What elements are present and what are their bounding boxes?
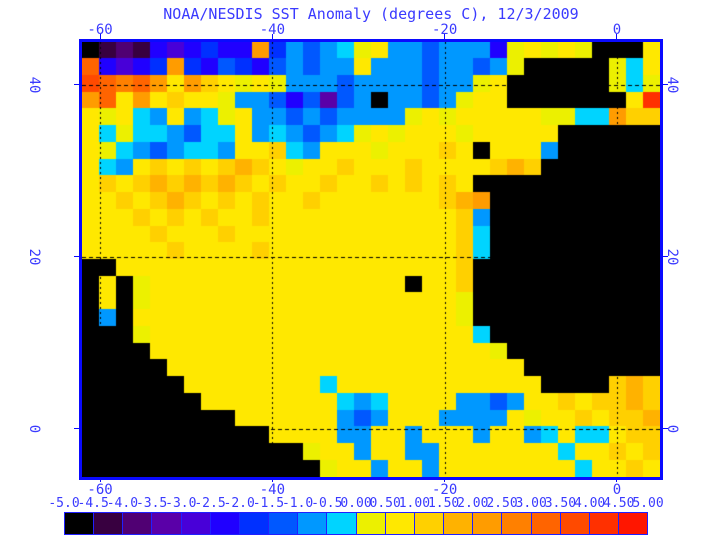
sst-heatmap-canvas [82, 42, 660, 477]
map-plot-area [79, 39, 663, 480]
colorbar-tick-label: 2.00 [457, 496, 489, 511]
colorbar-tick-label: -4.0 [106, 496, 139, 511]
colorbar-tick-label: -5.0 [48, 496, 80, 511]
colorbar-segment [588, 513, 618, 534]
colorbar-segment [209, 513, 239, 534]
lat-tick-mark-left [74, 428, 79, 430]
colorbar-segment [122, 513, 152, 534]
lon-tick-label-top: -40 [259, 22, 286, 38]
colorbar-segment [180, 513, 210, 534]
colorbar-segment [238, 513, 269, 534]
lon-tick-mark-bottom [444, 477, 446, 482]
colorbar-segment [559, 513, 589, 534]
lon-tick-mark-top [271, 34, 273, 39]
lon-tick-label-bottom: 0 [612, 482, 622, 498]
colorbar-tick-label: 5.00 [632, 496, 664, 511]
colorbar-tick-label: 0.50 [369, 496, 401, 511]
lat-tick-mark-left [74, 256, 79, 258]
colorbar-segment [151, 513, 181, 534]
colorbar-tick-label: 2.50 [486, 496, 518, 511]
lon-tick-mark-top [444, 34, 446, 39]
colorbar-tick-label: 3.50 [544, 496, 577, 511]
colorbar-segment [65, 513, 94, 534]
lon-tick-mark-bottom [616, 477, 618, 482]
lat-tick-mark-right [663, 256, 668, 258]
lat-tick-mark-right [663, 84, 668, 86]
colorbar-segment [617, 513, 648, 534]
lon-tick-mark-top [99, 34, 101, 39]
colorbar-tick-label: -1.5 [252, 496, 285, 511]
colorbar-tick-label: 0.00 [340, 496, 372, 511]
lat-tick-label-left: 0 [26, 424, 42, 434]
colorbar-segment [501, 513, 531, 534]
colorbar-segment [384, 513, 414, 534]
lat-tick-label-left: 20 [26, 248, 42, 266]
colorbar-tick-label: -3.0 [165, 496, 197, 511]
chart-title: NOAA/NESDIS SST Anomaly (degrees C), 12/… [163, 5, 579, 23]
lon-tick-label-top: -20 [431, 22, 458, 38]
lat-tick-label-left: 40 [26, 76, 42, 94]
lat-tick-mark-right [663, 428, 668, 430]
colorbar-segment [268, 513, 298, 534]
colorbar-segment [413, 513, 444, 534]
lat-tick-mark-left [74, 84, 79, 86]
colorbar-segment [355, 513, 385, 534]
colorbar-tick-label: 1.50 [427, 496, 460, 511]
colorbar-segment [326, 513, 356, 534]
colorbar-tick-label: -1.0 [281, 496, 314, 511]
colorbar [64, 512, 648, 535]
colorbar-tick-label: 1.00 [398, 496, 431, 511]
lon-tick-mark-top [616, 34, 618, 39]
colorbar-tick-label: -4.5 [77, 496, 109, 511]
lon-tick-label-bottom: -40 [259, 482, 286, 498]
lon-tick-label-bottom: -60 [87, 482, 113, 498]
lon-tick-label-bottom: -20 [431, 482, 458, 498]
colorbar-tick-label: 4.50 [603, 496, 635, 511]
colorbar-segment [472, 513, 502, 534]
colorbar-tick-label: -2.5 [194, 496, 226, 511]
colorbar-segment [530, 513, 560, 534]
colorbar-tick-label: -3.5 [135, 496, 168, 511]
colorbar-tick-label: 3.00 [515, 496, 547, 511]
colorbar-tick-label: -0.5 [311, 496, 343, 511]
lon-tick-label-top: 0 [612, 22, 622, 38]
lon-tick-mark-bottom [99, 477, 101, 482]
colorbar-tick-label: -2.0 [223, 496, 255, 511]
colorbar-segment [443, 513, 473, 534]
colorbar-segment [93, 513, 123, 534]
colorbar-tick-label: 4.00 [573, 496, 606, 511]
lon-tick-mark-bottom [271, 477, 273, 482]
lon-tick-label-top: -60 [87, 22, 113, 38]
colorbar-segment [297, 513, 327, 534]
